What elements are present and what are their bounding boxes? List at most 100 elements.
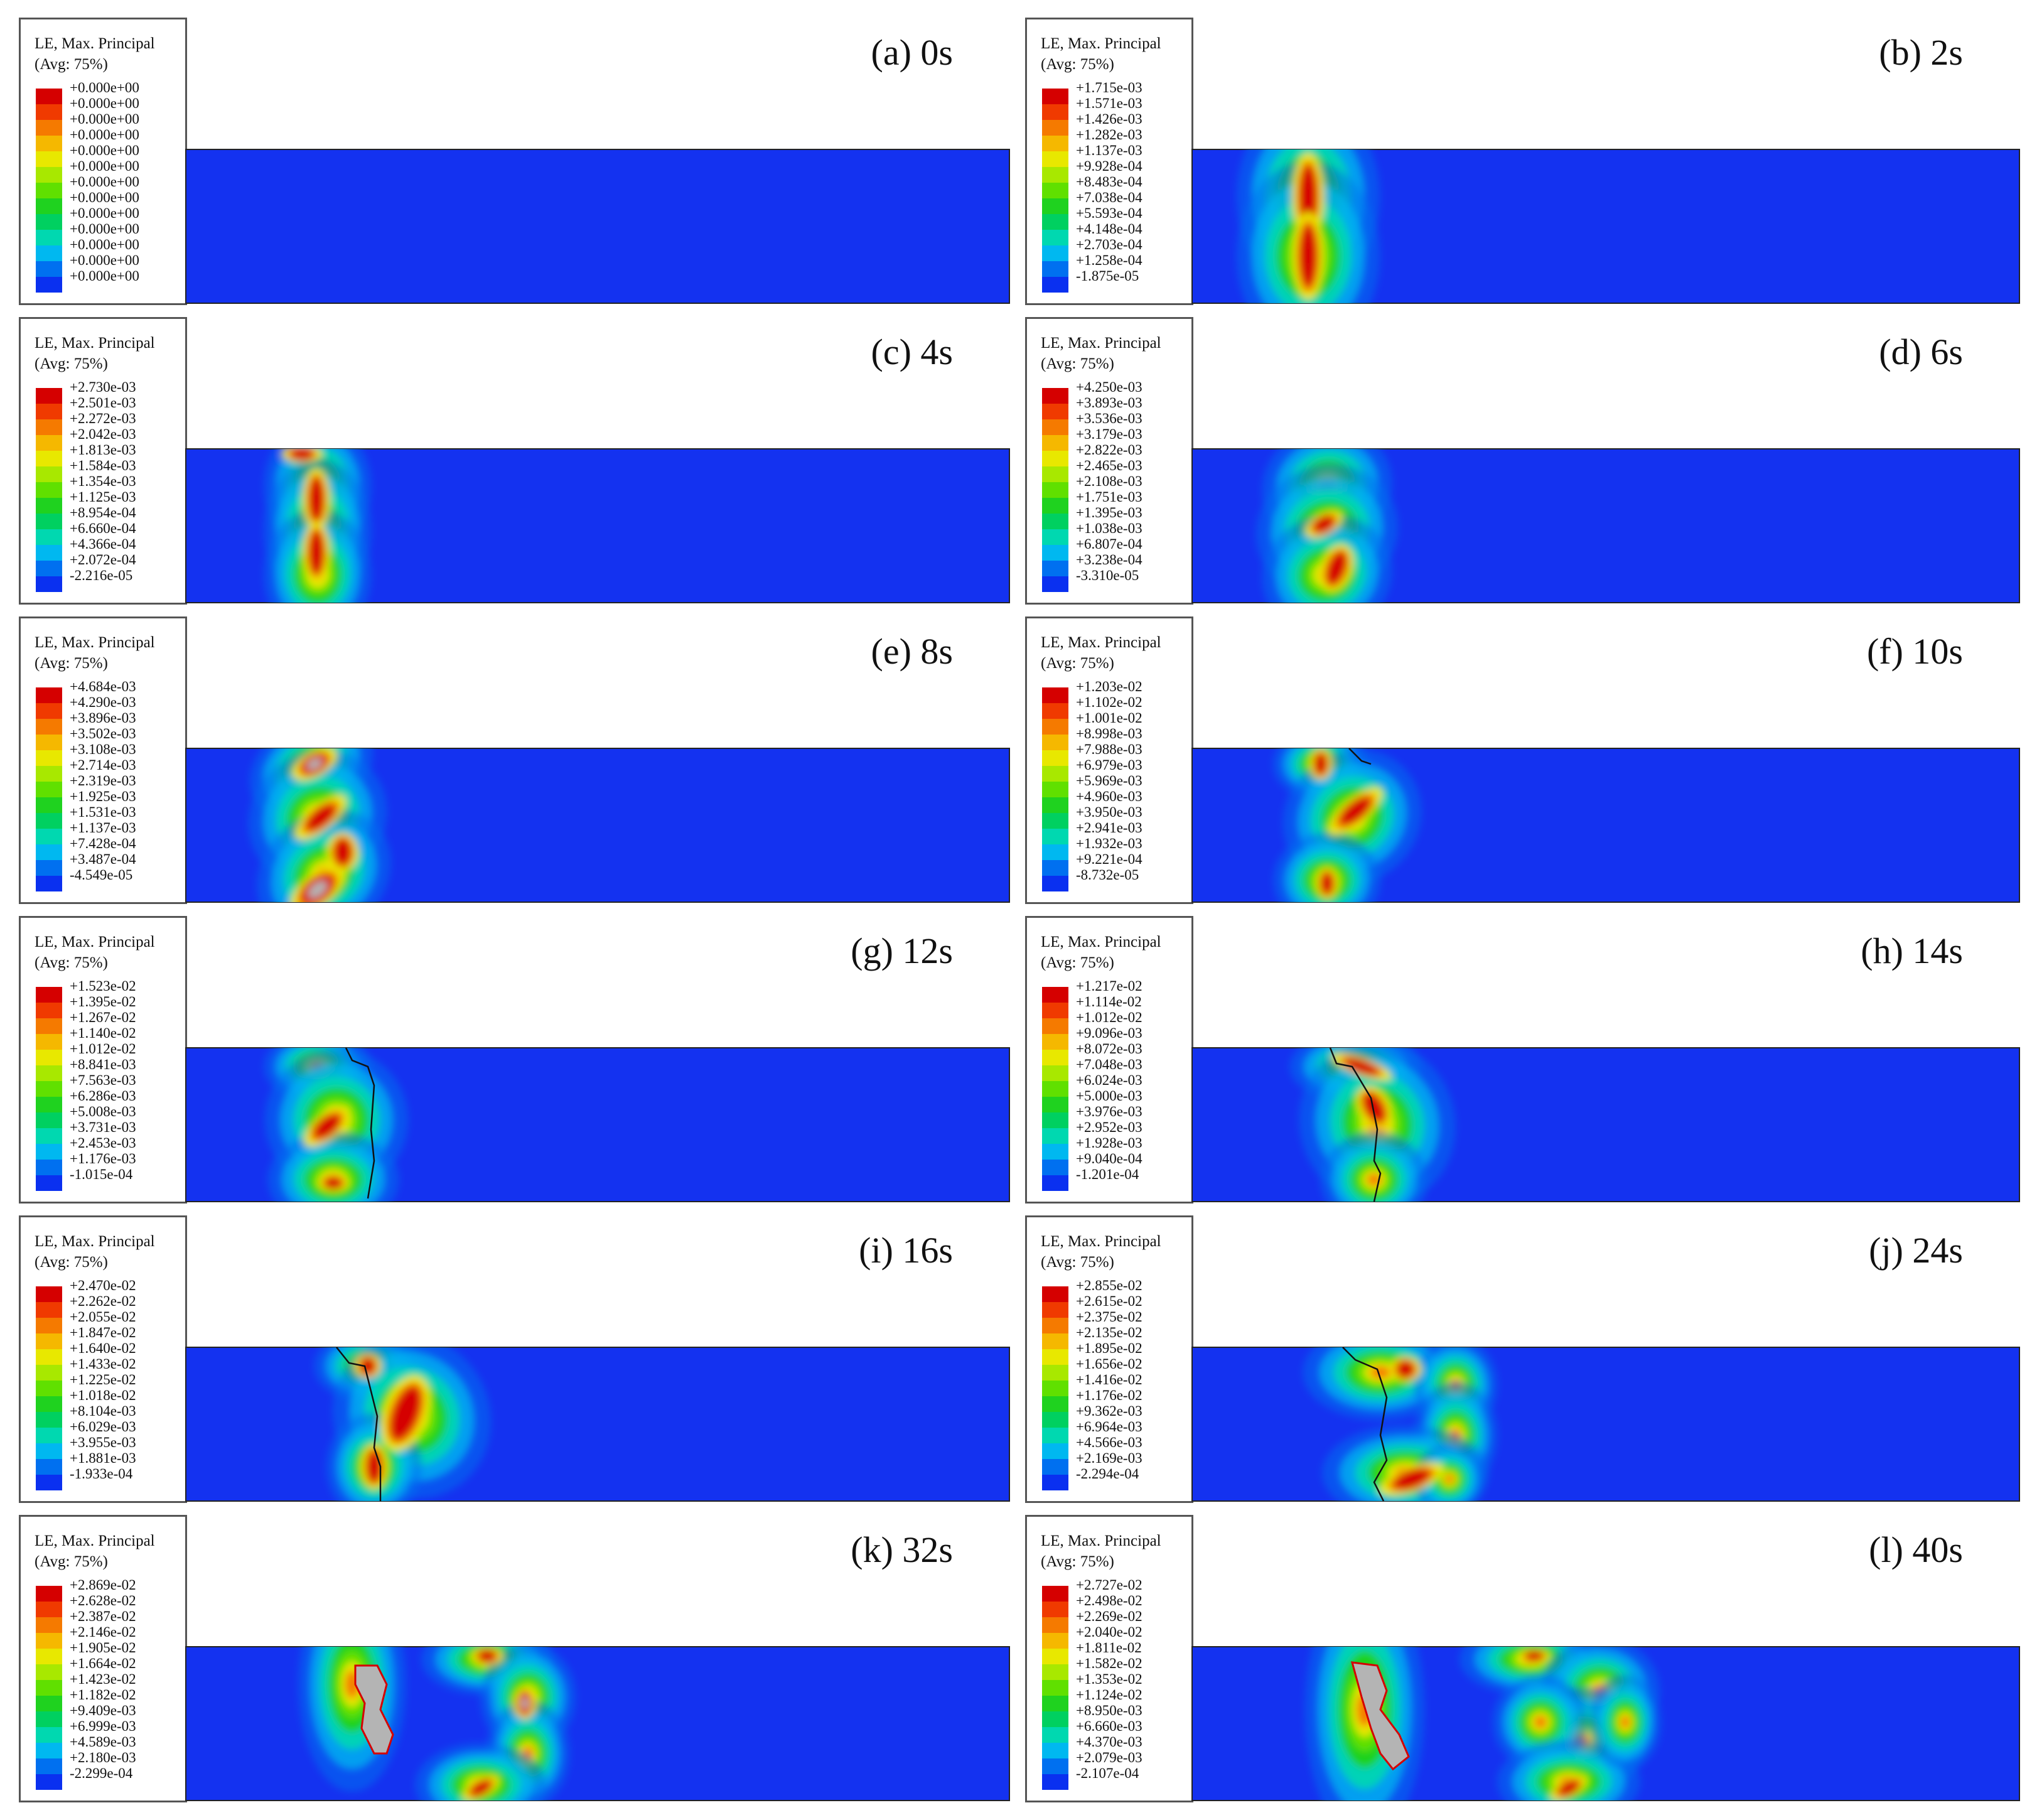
legend-value: +1.932e-03 <box>1076 836 1142 851</box>
colorbar-band <box>36 245 62 261</box>
colorbar-band <box>1042 813 1068 829</box>
panel-label: (j) 24s <box>1869 1230 1963 1271</box>
colorbar-band <box>1042 1365 1068 1381</box>
colorbar-band <box>36 435 62 451</box>
legend-value: +2.501e-03 <box>70 395 136 411</box>
legend-box: LE, Max. Principal (Avg: 75%) +4.250e-03 +… <box>1025 317 1193 605</box>
colorbar-band <box>36 735 62 750</box>
legend-value: +3.950e-03 <box>1076 804 1142 820</box>
contour-layer <box>248 748 391 902</box>
legend-value: +1.038e-03 <box>1076 520 1142 536</box>
legend-value: +3.179e-03 <box>1076 426 1142 442</box>
crack-path <box>1342 1347 1388 1501</box>
crack-path <box>1329 1048 1382 1202</box>
colorbar-band <box>36 703 62 719</box>
legend-value: +2.470e-02 <box>70 1278 136 1293</box>
legend-value: +6.807e-04 <box>1076 536 1142 552</box>
colorbar-band <box>36 230 62 245</box>
contour-layer <box>1305 1647 1661 1801</box>
legend-colorbar <box>1042 1286 1068 1490</box>
colorbar-band <box>36 89 62 104</box>
contour-layer <box>1289 1048 1456 1202</box>
legend-value: +2.055e-02 <box>70 1309 136 1325</box>
legend-value: +7.048e-03 <box>1076 1057 1142 1072</box>
legend-value: -3.310e-05 <box>1076 568 1139 583</box>
legend-value: +4.366e-04 <box>70 536 136 552</box>
panel-c: LE, Max. Principal (Avg: 75%) +2.730e-03 +… <box>19 317 1010 612</box>
contour-blur-group <box>314 1347 491 1501</box>
legend-value: +1.925e-03 <box>70 789 136 804</box>
contour-region <box>1326 551 1347 585</box>
colorbar-band <box>36 1365 62 1381</box>
colorbar-band <box>1042 1396 1068 1412</box>
legend-colorbar <box>36 987 62 1191</box>
legend-value: +1.813e-03 <box>70 442 136 458</box>
colorbar-band <box>1042 230 1068 245</box>
contour-region <box>334 838 352 866</box>
legend-value: +0.000e+00 <box>70 190 139 205</box>
colorbar-band <box>1042 435 1068 451</box>
colorbar-band <box>36 545 62 561</box>
legend-values: +2.470e-02 +2.262e-02 +2.055e-02 +1.847e-02… <box>70 1278 136 1482</box>
legend-value: +2.615e-02 <box>1076 1293 1142 1309</box>
colorbar-band <box>36 1428 62 1443</box>
legend-title: LE, Max. Principal (Avg: 75%) <box>35 335 155 372</box>
legend-value: +2.269e-02 <box>1076 1608 1142 1624</box>
legend-value: +9.096e-03 <box>1076 1025 1142 1041</box>
legend-value: +1.584e-03 <box>70 458 136 473</box>
legend-value: +2.169e-03 <box>1076 1450 1142 1466</box>
colorbar-band <box>1042 1081 1068 1097</box>
legend-value: +3.536e-03 <box>1076 411 1142 426</box>
legend-value: +1.137e-03 <box>1076 143 1142 158</box>
colorbar-band <box>1042 245 1068 261</box>
colorbar-band <box>1042 1758 1068 1774</box>
colorbar-band <box>1042 703 1068 719</box>
strain-contour-field <box>185 1646 1010 1801</box>
contour-region <box>1299 165 1317 228</box>
legend-colorbar <box>1042 89 1068 293</box>
colorbar-band <box>1042 1097 1068 1112</box>
legend-value: +0.000e+00 <box>70 127 139 143</box>
legend-title: LE, Max. Principal (Avg: 75%) <box>35 634 155 672</box>
strain-contour-field <box>1191 1047 2020 1202</box>
legend-value: +1.176e-03 <box>70 1151 136 1166</box>
legend-value: +1.137e-03 <box>70 820 136 836</box>
colorbar-band <box>1042 183 1068 198</box>
contour-region <box>367 1450 382 1483</box>
legend-title: LE, Max. Principal (Avg: 75%) <box>35 1532 155 1570</box>
colorbar-band <box>1042 1160 1068 1175</box>
strain-contour-field <box>1191 1347 2020 1502</box>
legend-value: +1.847e-02 <box>70 1325 136 1340</box>
panel-label: (d) 6s <box>1879 331 1963 372</box>
legend-title: LE, Max. Principal (Avg: 75%) <box>35 934 155 971</box>
legend-value: +0.000e+00 <box>70 80 139 95</box>
colorbar-band <box>1042 1381 1068 1396</box>
colorbar-band <box>1042 404 1068 419</box>
colorbar-band <box>36 1443 62 1459</box>
legend-value: +1.895e-02 <box>1076 1340 1142 1356</box>
legend-value: +8.950e-03 <box>1076 1703 1142 1718</box>
contour-layer <box>1237 149 1380 303</box>
colorbar-band <box>1042 167 1068 183</box>
colorbar-band <box>36 1160 62 1175</box>
legend-value: +5.969e-03 <box>1076 773 1142 789</box>
failed-element-zone <box>1350 1661 1410 1771</box>
legend-value: +2.714e-03 <box>70 757 136 773</box>
legend-box: LE, Max. Principal (Avg: 75%) +2.730e-03 +… <box>19 317 187 605</box>
contour-region <box>308 881 328 898</box>
colorbar-band <box>36 813 62 829</box>
colorbar-band <box>36 1696 62 1711</box>
colorbar-band <box>1042 844 1068 860</box>
colorbar-band <box>1042 1034 1068 1050</box>
colorbar-band <box>36 183 62 198</box>
colorbar-band <box>36 782 62 797</box>
contour-blur-group <box>264 1048 408 1202</box>
colorbar-band <box>1042 1664 1068 1680</box>
legend-colorbar <box>36 388 62 592</box>
contour-region <box>360 1357 375 1375</box>
contour-region <box>1340 797 1371 826</box>
legend-value: +7.563e-03 <box>70 1072 136 1088</box>
legend-value: +1.523e-02 <box>70 978 136 994</box>
colorbar-band <box>1042 1649 1068 1664</box>
legend-values: +4.684e-03 +4.290e-03 +3.896e-03 +3.502e-03… <box>70 679 136 883</box>
